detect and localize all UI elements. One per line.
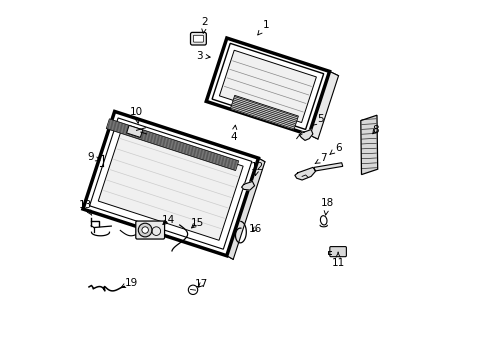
- Text: 10: 10: [130, 107, 143, 123]
- Text: 8: 8: [372, 125, 378, 135]
- Polygon shape: [294, 167, 315, 180]
- Text: 14: 14: [162, 215, 175, 225]
- Polygon shape: [313, 163, 342, 171]
- FancyBboxPatch shape: [193, 35, 203, 42]
- Text: 16: 16: [248, 224, 262, 234]
- FancyBboxPatch shape: [190, 32, 206, 45]
- Text: 18: 18: [320, 198, 333, 215]
- Polygon shape: [299, 130, 312, 140]
- Polygon shape: [219, 50, 316, 122]
- Text: 12: 12: [250, 162, 263, 176]
- Polygon shape: [126, 125, 142, 138]
- Polygon shape: [230, 95, 298, 130]
- Text: 7: 7: [314, 153, 326, 163]
- Polygon shape: [83, 112, 258, 256]
- Polygon shape: [360, 115, 377, 175]
- Polygon shape: [206, 38, 329, 135]
- Text: 5: 5: [311, 114, 323, 126]
- Polygon shape: [308, 71, 338, 139]
- Text: 19: 19: [121, 278, 138, 288]
- Polygon shape: [241, 181, 254, 190]
- Text: 15: 15: [190, 218, 203, 228]
- Circle shape: [138, 223, 152, 237]
- FancyBboxPatch shape: [136, 221, 164, 239]
- Polygon shape: [89, 118, 251, 249]
- Text: 1: 1: [257, 20, 269, 35]
- Text: 17: 17: [194, 279, 207, 289]
- Text: 3: 3: [196, 51, 210, 61]
- Text: 13: 13: [79, 200, 92, 215]
- Text: 6: 6: [329, 143, 341, 154]
- Ellipse shape: [320, 216, 326, 225]
- Polygon shape: [98, 127, 243, 240]
- Text: 9: 9: [87, 152, 100, 162]
- Circle shape: [142, 227, 148, 233]
- Polygon shape: [106, 119, 238, 171]
- Polygon shape: [212, 43, 323, 130]
- Circle shape: [188, 285, 197, 294]
- Polygon shape: [226, 158, 264, 259]
- Text: 4: 4: [230, 125, 237, 142]
- Text: 2: 2: [201, 17, 208, 33]
- Text: 11: 11: [331, 252, 344, 268]
- FancyBboxPatch shape: [329, 247, 346, 257]
